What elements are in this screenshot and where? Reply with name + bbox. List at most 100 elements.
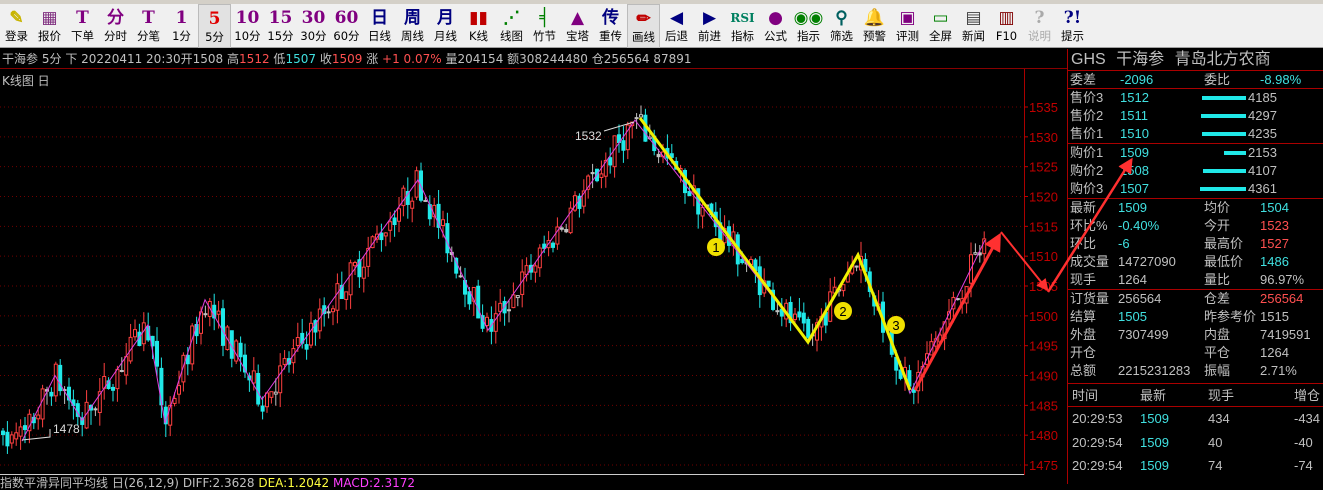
toolbar-button-binoculars[interactable]: ⚲ 筛选 — [825, 4, 858, 48]
candle-down — [564, 228, 569, 233]
toolbar-button-indicator[interactable]: ◉◉ 指示 — [792, 4, 825, 48]
tick-price: 1509 — [1140, 458, 1169, 473]
stat-value: 1515 — [1260, 309, 1289, 324]
toolbar-button-intraday[interactable]: 分分时 — [99, 4, 132, 48]
tip-icon: ?! — [1063, 8, 1082, 28]
stat-value: 256564 — [1260, 291, 1304, 306]
candle-up — [828, 291, 833, 322]
volume-bar — [1202, 96, 1246, 100]
candle-up — [216, 310, 221, 315]
toolbar-button-tower[interactable]: ▲ 宝塔 — [561, 4, 594, 48]
volume-bar — [1200, 187, 1246, 191]
candle-up — [124, 356, 129, 376]
candle-up — [348, 262, 353, 296]
candle-up — [599, 173, 604, 178]
candle-up — [581, 190, 586, 207]
toolbar-label: 日线 — [368, 29, 391, 43]
toolbar-button-15min[interactable]: 15 15分 — [264, 4, 297, 48]
toolbar-button-candlestick[interactable]: ▮▮ K线 — [462, 4, 495, 48]
stat-value: -0.40% — [1118, 218, 1160, 233]
toolbar-button-news[interactable]: ▤ 新闻 — [957, 4, 990, 48]
ticks-col-header: 现手 — [1208, 388, 1235, 403]
stat-value: 1264 — [1118, 272, 1147, 287]
toolbar-button-tip[interactable]: ?! 提示 — [1056, 4, 1089, 48]
candle-up — [97, 391, 102, 413]
toolbar-button-login[interactable]: ✎ 登录 — [0, 4, 33, 48]
candle-down — [247, 375, 252, 381]
tick-list[interactable]: 20:29:53 1509 434 -434 20:29:54 1509 40 -40 20:2… — [1068, 407, 1323, 478]
candle-up — [383, 232, 388, 237]
toolbar-button-10min[interactable]: 10 10分 — [231, 4, 264, 48]
toolbar-button-fullscreen[interactable]: ▭ 全屏 — [924, 4, 957, 48]
toolbar-button-books[interactable]: ▥ F10 — [990, 4, 1023, 48]
chart-title[interactable]: K线图 日 — [2, 74, 50, 88]
toolbar-button-alarm-bell[interactable]: 🔔 预警 — [858, 4, 891, 48]
candle-down — [49, 391, 54, 397]
toolbar-button-5min[interactable]: 5 5分 — [198, 4, 231, 48]
candle-up — [555, 226, 560, 245]
toolbar-button-forward[interactable]: ▶ 前进 — [693, 4, 726, 48]
candle-up — [141, 322, 146, 345]
toolbar-button-help-pointer[interactable]: ? 说明 — [1023, 4, 1056, 48]
stat-label: 订货量 — [1070, 291, 1110, 306]
candle-down — [669, 153, 674, 158]
toolbar-button-30min[interactable]: 30 30分 — [297, 4, 330, 48]
stat-value: 1264 — [1260, 345, 1289, 360]
high-annotation: 1532 — [575, 129, 602, 143]
tick-volume: 40 — [1208, 434, 1223, 450]
candle-down — [771, 289, 775, 310]
10min-icon: 10 — [235, 8, 260, 28]
alarm-bell-icon: 🔔 — [863, 8, 886, 28]
candle-down — [379, 232, 384, 241]
candle-up — [960, 298, 965, 305]
candle-down — [757, 266, 762, 296]
toolbar-button-weekly[interactable]: 周周线 — [396, 4, 429, 48]
toolbar-label: 指示 — [797, 29, 820, 43]
candle-up — [18, 426, 23, 437]
candle-down — [185, 354, 190, 365]
toolbar-label: 全屏 — [929, 29, 952, 43]
daily-icon: 日 — [371, 8, 388, 28]
line-chart-icon: ⋰ — [503, 8, 520, 28]
candle-up — [397, 208, 401, 222]
toolbar-label: 报价 — [38, 29, 61, 43]
candle-up — [190, 325, 195, 365]
stat-label: 仓差 — [1204, 291, 1231, 306]
candle-down — [718, 222, 723, 241]
wei-ratio-value: -8.98% — [1260, 72, 1302, 87]
candle-up — [850, 264, 855, 274]
toolbar-button-draw-line[interactable]: ✏ 画线 — [627, 4, 660, 48]
toolbar-button-tick[interactable]: T 分笔 — [132, 4, 165, 48]
toolbar-button-back[interactable]: ◀ 后退 — [660, 4, 693, 48]
candle-up — [199, 311, 203, 334]
toolbar-button-monthly[interactable]: 月月线 — [429, 4, 462, 48]
candle-down — [256, 372, 261, 405]
candle-up — [414, 170, 419, 198]
toolbar-button-reload[interactable]: 传重传 — [594, 4, 627, 48]
monthly-icon: 月 — [437, 8, 454, 28]
period: 5分 — [41, 52, 62, 66]
toolbar-button-formula[interactable]: ● 公式 — [759, 4, 792, 48]
toolbar-button-60min[interactable]: 60 60分 — [330, 4, 363, 48]
candle-up — [639, 114, 643, 118]
ticks-col-header: 时间 — [1072, 388, 1099, 403]
toolbar-button-line-chart[interactable]: ⋰ 线图 — [495, 4, 528, 48]
candle-down — [45, 389, 49, 392]
candle-down — [652, 135, 657, 152]
candle-down — [559, 227, 564, 230]
toolbar-button-bar-chart[interactable]: ╡ 竹节 — [528, 4, 561, 48]
toolbar-button-evaluate[interactable]: ▣ 评测 — [891, 4, 924, 48]
stat-value: 256564 — [1118, 291, 1162, 306]
candle-down — [419, 170, 423, 201]
candle-down — [867, 271, 872, 292]
toolbar-button-1min[interactable]: 1 1分 — [165, 4, 198, 48]
instrument-name: 干海参 — [2, 52, 39, 66]
toolbar-label: 指标 — [731, 29, 754, 43]
candle-down — [788, 301, 793, 324]
toolbar-button-quote[interactable]: ▦ 报价 — [33, 4, 66, 48]
stat-label: 外盘 — [1070, 327, 1097, 342]
toolbar-button-order[interactable]: T 下单 — [66, 4, 99, 48]
toolbar-button-daily[interactable]: 日日线 — [363, 4, 396, 48]
toolbar-button-rsi[interactable]: RSI 指标 — [726, 4, 759, 48]
wave-label: 3 — [892, 318, 899, 333]
